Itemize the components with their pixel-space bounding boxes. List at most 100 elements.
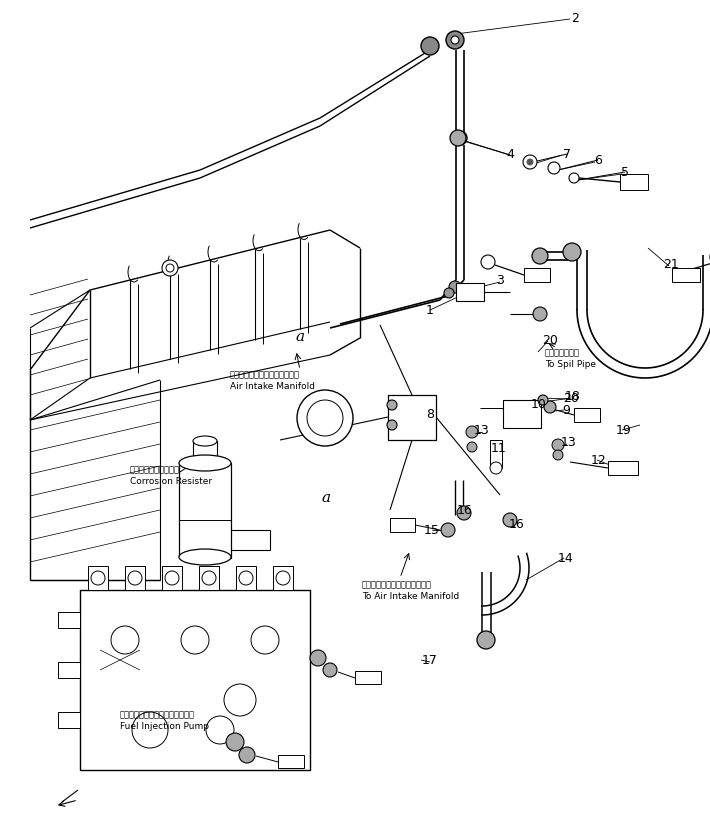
- Text: 11: 11: [491, 443, 507, 456]
- Text: 18: 18: [565, 391, 581, 403]
- Bar: [672, 268, 700, 282]
- Circle shape: [128, 571, 142, 585]
- Circle shape: [533, 307, 547, 321]
- Circle shape: [503, 513, 517, 527]
- Circle shape: [527, 159, 533, 165]
- Text: Fuel Injection Pump: Fuel Injection Pump: [120, 722, 209, 731]
- Text: コロージョンレジスタ: コロージョンレジスタ: [130, 465, 180, 474]
- Text: 20: 20: [542, 333, 558, 347]
- Circle shape: [563, 243, 581, 261]
- Text: 16: 16: [457, 504, 473, 517]
- Bar: [620, 174, 648, 190]
- Circle shape: [490, 462, 502, 474]
- Circle shape: [457, 506, 471, 520]
- Bar: [88, 566, 108, 590]
- Ellipse shape: [193, 436, 217, 446]
- Bar: [574, 408, 600, 422]
- Text: 6: 6: [594, 154, 602, 166]
- Circle shape: [387, 400, 397, 410]
- Circle shape: [323, 663, 337, 677]
- Bar: [388, 395, 436, 440]
- Text: 17: 17: [422, 654, 438, 666]
- Circle shape: [449, 281, 461, 293]
- Text: 3: 3: [496, 274, 504, 286]
- Circle shape: [310, 650, 326, 666]
- Circle shape: [477, 631, 495, 649]
- Circle shape: [532, 248, 548, 264]
- Bar: [58, 612, 80, 628]
- Text: 20: 20: [563, 392, 579, 404]
- Circle shape: [307, 400, 343, 436]
- Text: スピルパイプへ: スピルパイプへ: [545, 348, 580, 357]
- Text: Corrosion Resister: Corrosion Resister: [130, 477, 212, 486]
- Text: 4: 4: [506, 149, 514, 161]
- Text: 12: 12: [591, 453, 607, 467]
- Bar: [503, 400, 541, 428]
- Text: エアーインテークマニホールへ: エアーインテークマニホールへ: [362, 580, 432, 589]
- Circle shape: [239, 571, 253, 585]
- Bar: [193, 441, 217, 463]
- Circle shape: [446, 31, 464, 49]
- Bar: [58, 662, 80, 678]
- Circle shape: [450, 130, 466, 146]
- Bar: [490, 440, 502, 468]
- Text: 13: 13: [561, 436, 577, 448]
- Circle shape: [466, 426, 478, 438]
- Circle shape: [453, 131, 467, 145]
- Circle shape: [441, 523, 455, 537]
- Text: 10: 10: [531, 398, 547, 412]
- Text: エアーインテークマニホールへ: エアーインテークマニホールへ: [230, 370, 300, 379]
- Text: To Air Intake Manifold: To Air Intake Manifold: [362, 592, 459, 601]
- Circle shape: [162, 260, 178, 276]
- Text: 21: 21: [663, 259, 679, 271]
- Bar: [456, 283, 484, 301]
- Text: 14: 14: [558, 551, 574, 564]
- Text: 8: 8: [426, 408, 434, 422]
- Ellipse shape: [179, 455, 231, 471]
- Circle shape: [552, 439, 564, 451]
- Circle shape: [553, 450, 563, 460]
- Circle shape: [548, 162, 560, 174]
- Circle shape: [523, 155, 537, 169]
- Circle shape: [387, 420, 397, 430]
- Circle shape: [276, 571, 290, 585]
- Bar: [58, 712, 80, 728]
- Circle shape: [91, 571, 105, 585]
- Text: 1: 1: [426, 303, 434, 316]
- Circle shape: [569, 173, 579, 183]
- Text: 15: 15: [424, 524, 440, 537]
- Circle shape: [226, 733, 244, 751]
- Bar: [125, 566, 145, 590]
- Circle shape: [239, 747, 255, 763]
- Circle shape: [444, 288, 454, 298]
- Text: a: a: [295, 330, 305, 344]
- Bar: [162, 566, 182, 590]
- Circle shape: [481, 255, 495, 269]
- Circle shape: [165, 571, 179, 585]
- Bar: [524, 268, 550, 282]
- Circle shape: [451, 36, 459, 44]
- Circle shape: [544, 401, 556, 413]
- Circle shape: [421, 37, 439, 55]
- Text: 19: 19: [616, 423, 632, 437]
- Circle shape: [166, 264, 174, 272]
- Bar: [278, 755, 304, 768]
- Text: Air Intake Manifold: Air Intake Manifold: [230, 382, 315, 391]
- Ellipse shape: [179, 549, 231, 565]
- Bar: [273, 566, 293, 590]
- Text: a: a: [322, 491, 331, 505]
- Text: 9: 9: [562, 403, 570, 417]
- Text: 7: 7: [563, 148, 571, 160]
- Circle shape: [538, 395, 548, 405]
- Bar: [179, 463, 231, 558]
- Bar: [355, 671, 381, 684]
- Bar: [390, 518, 415, 532]
- Circle shape: [297, 390, 353, 446]
- Text: 5: 5: [621, 165, 629, 179]
- Circle shape: [467, 442, 477, 452]
- Text: 2: 2: [571, 12, 579, 24]
- Text: 16: 16: [509, 519, 525, 532]
- Text: 13: 13: [474, 423, 490, 437]
- Bar: [199, 566, 219, 590]
- Text: フェイルインジェクションポンプ: フェイルインジェクションポンプ: [120, 710, 195, 719]
